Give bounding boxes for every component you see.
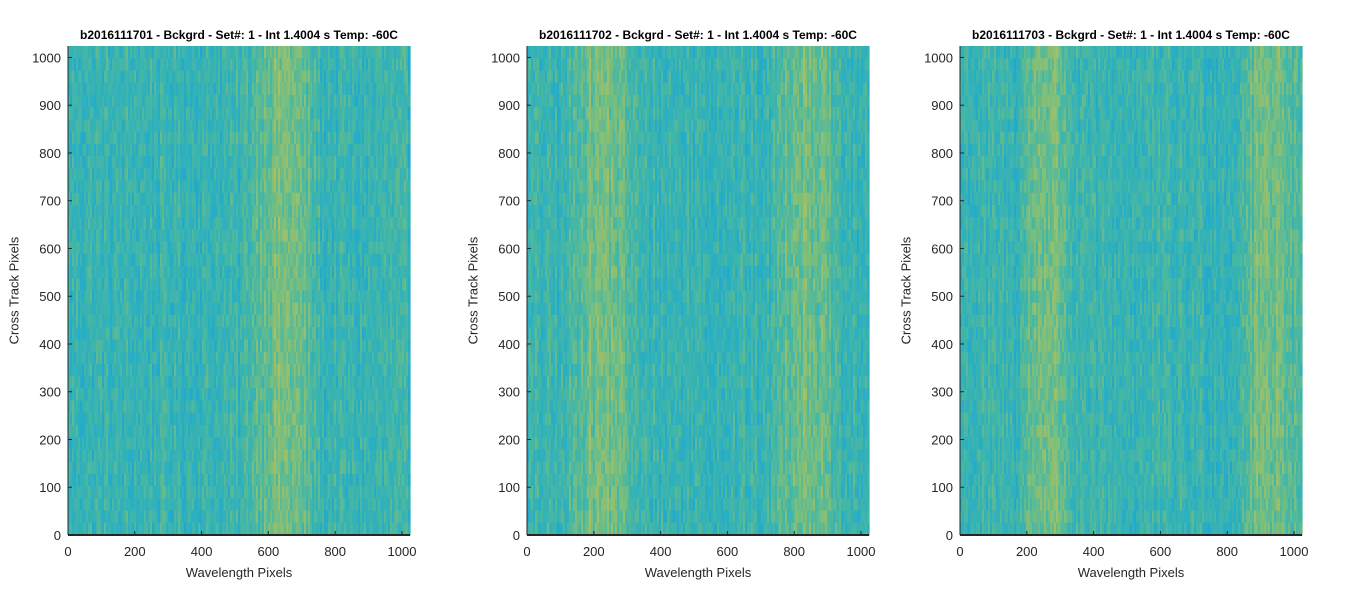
heatmap-image xyxy=(68,46,411,536)
y-tick-label: 1000 xyxy=(491,50,520,65)
x-tick-label: 0 xyxy=(64,544,71,559)
heatmap-plot-3: 0 200 400 600 800 1000 0 100 200 300 400 500 600 700 8… xyxy=(924,46,1309,559)
x-tick-label: 800 xyxy=(1216,544,1238,559)
y-tick-label: 800 xyxy=(39,146,61,161)
x-tick-label: 0 xyxy=(956,544,963,559)
y-tick-label: 600 xyxy=(931,241,953,256)
y-tick-label: 200 xyxy=(39,432,61,447)
y-tick-label: 1000 xyxy=(924,50,953,65)
y-tick-label: 400 xyxy=(931,337,953,352)
y-tick-label: 800 xyxy=(931,146,953,161)
y-tick-label: 0 xyxy=(513,528,520,543)
y-tick-label: 200 xyxy=(498,432,520,447)
chart-title: b2016111702 - Bckgrd - Set#: 1 - Int 1.4… xyxy=(539,28,857,42)
y-tick-label: 900 xyxy=(39,98,61,113)
x-tick-label: 400 xyxy=(650,544,672,559)
y-axis-label: Cross Track Pixels xyxy=(899,210,914,370)
x-tick-label: 600 xyxy=(258,544,280,559)
y-tick-label: 900 xyxy=(931,98,953,113)
y-tick-label: 0 xyxy=(54,528,61,543)
y-tick-label: 600 xyxy=(39,241,61,256)
y-tick-label: 500 xyxy=(498,289,520,304)
y-tick-label: 400 xyxy=(39,337,61,352)
x-tick-label: 200 xyxy=(583,544,605,559)
y-tick-label: 600 xyxy=(498,241,520,256)
y-tick-label: 100 xyxy=(498,480,520,495)
x-tick-label: 400 xyxy=(191,544,213,559)
y-tick-label: 500 xyxy=(39,289,61,304)
x-tick-label: 800 xyxy=(324,544,346,559)
heatmap-image xyxy=(960,46,1303,536)
x-axis-label: Wavelength Pixels xyxy=(1078,565,1184,580)
heatmap-panel-3: b2016111703 - Bckgrd - Set#: 1 - Int 1.4… xyxy=(899,0,1350,600)
y-tick-label: 900 xyxy=(498,98,520,113)
heatmap-panel-2: b2016111702 - Bckgrd - Set#: 1 - Int 1.4… xyxy=(450,0,900,600)
y-tick-label: 700 xyxy=(39,194,61,209)
y-tick-label: 700 xyxy=(931,194,953,209)
x-tick-label: 200 xyxy=(1016,544,1038,559)
y-tick-label: 800 xyxy=(498,146,520,161)
y-tick-label: 100 xyxy=(39,480,61,495)
y-tick-label: 400 xyxy=(498,337,520,352)
x-tick-label: 800 xyxy=(783,544,805,559)
x-tick-label: 0 xyxy=(523,544,530,559)
y-tick-label: 100 xyxy=(931,480,953,495)
y-tick-label: 700 xyxy=(498,194,520,209)
x-tick-label: 1000 xyxy=(388,544,417,559)
x-tick-label: 1000 xyxy=(847,544,876,559)
y-tick-label: 300 xyxy=(498,385,520,400)
heatmap-panel-1: b2016111701 - Bckgrd - Set#: 1 - Int 1.4… xyxy=(0,0,450,600)
x-tick-label: 600 xyxy=(717,544,739,559)
heatmap-plot-2: 0 200 400 600 800 1000 0 100 200 300 400 500 600 700 8… xyxy=(491,46,876,559)
y-tick-label: 200 xyxy=(931,432,953,447)
heatmap-image xyxy=(527,46,870,536)
chart-title: b2016111701 - Bckgrd - Set#: 1 - Int 1.4… xyxy=(80,28,398,42)
x-tick-label: 1000 xyxy=(1280,544,1309,559)
y-tick-label: 300 xyxy=(39,385,61,400)
y-tick-label: 0 xyxy=(946,528,953,543)
y-tick-label: 300 xyxy=(931,385,953,400)
y-axis-label: Cross Track Pixels xyxy=(7,210,22,370)
x-axis-label: Wavelength Pixels xyxy=(186,565,292,580)
y-tick-label: 1000 xyxy=(32,50,61,65)
chart-title: b2016111703 - Bckgrd - Set#: 1 - Int 1.4… xyxy=(972,28,1290,42)
x-axis-label: Wavelength Pixels xyxy=(645,565,751,580)
heatmap-plot-1: 0 200 400 600 800 1000 0 100 200 300 400 500 600 700 8… xyxy=(32,46,417,559)
x-tick-label: 200 xyxy=(124,544,146,559)
y-tick-label: 500 xyxy=(931,289,953,304)
x-tick-label: 400 xyxy=(1083,544,1105,559)
x-tick-label: 600 xyxy=(1150,544,1172,559)
y-axis-label: Cross Track Pixels xyxy=(466,210,481,370)
